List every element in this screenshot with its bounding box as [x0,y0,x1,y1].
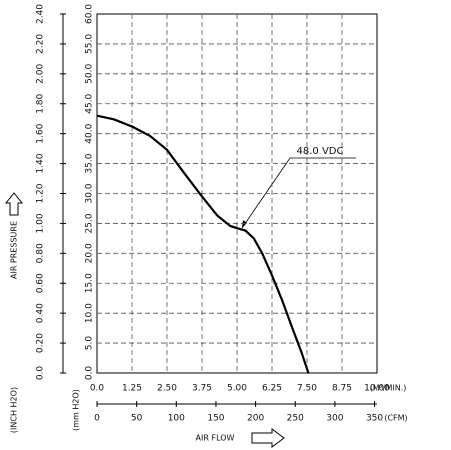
x2-tick-label: 50 [131,414,143,424]
annotation-leader [241,157,356,229]
x2-tick-label: 100 [168,414,185,424]
annotation-arrowhead [242,220,247,228]
y-tick-label: 45.0 [85,93,95,113]
y-axis-label: AIR PRESSURE [10,221,19,279]
y2-tick-label: 0.60 [36,273,46,293]
x-tick-label: 3.75 [192,384,212,394]
y2-tick-label: 2.40 [36,4,46,24]
y2-tick-label: 1.40 [36,153,46,173]
y2-tick-label: 1.60 [36,123,46,143]
curve [96,114,310,374]
x-tick-label: 6.25 [262,384,282,394]
y-unit: (mm H2O) [72,389,81,431]
x-tick-label: 8.75 [332,384,352,394]
x-tick-label: 2.50 [157,384,177,394]
y2-tick-label: 1.00 [36,213,46,233]
y-tick-label: 25.0 [85,213,95,233]
y2-tick-label: 0.0 [36,366,46,381]
y2-tick-label: 0.40 [36,303,46,323]
y-tick-label: 0.0 [85,366,95,381]
y-tick-label: 30.0 [85,183,95,203]
x-tick-label: 5.00 [227,384,247,394]
y-tick-label: 5.0 [85,336,95,351]
x-tick-label: 0.0 [90,384,105,394]
y-tick-label: 20.0 [85,243,95,263]
y-arrow [4,192,24,216]
x-arrow [251,428,285,448]
y2-tick-label: 1.80 [36,93,46,113]
x-tick-label: 1.25 [122,384,142,394]
x2-tick-label: 150 [207,414,224,424]
y-tick-label: 40.0 [85,123,95,143]
y-tick-label: 10.0 [85,303,95,323]
y2-tick-label: 1.20 [36,183,46,203]
x-unit: (M³/MIN.) [370,384,407,393]
x2-tick-label: 200 [247,414,264,424]
x2-tick-label: 0 [94,414,100,424]
y2-tick-label: 0.20 [36,333,46,353]
y2-unit: (INCH H2O) [10,387,19,433]
y-tick-label: 50.0 [85,64,95,84]
y2-tick-label: 0.80 [36,243,46,263]
y-tick-label: 60.0 [85,4,95,24]
y2-tick-label: 2.00 [36,64,46,84]
x-axis-label: AIR FLOW [196,434,235,443]
x-tick-label: 7.50 [297,384,317,394]
y-tick-label: 15.0 [85,273,95,293]
x2-tick-label: 350 [366,414,383,424]
y-tick-label: 35.0 [85,153,95,173]
annotation: 48.0 VDC [297,146,344,157]
x2-tick-label: 300 [326,414,343,424]
y2-tick-label: 2.20 [36,34,46,54]
x-tick-label: 10.00 [364,384,390,394]
x2-tick-label: 250 [287,414,304,424]
x2-unit: (CFM) [384,414,407,423]
y-tick-label: 55.0 [85,34,95,54]
